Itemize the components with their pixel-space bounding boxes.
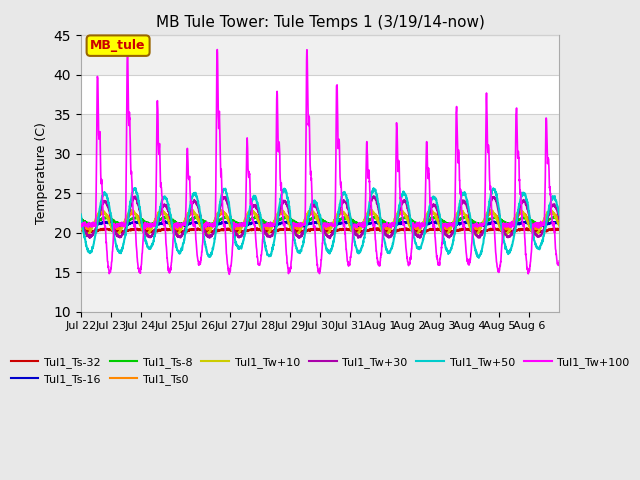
Y-axis label: Temperature (C): Temperature (C) [35,122,48,225]
Bar [81,272,559,312]
Legend: Tul1_Ts-32, Tul1_Ts-16, Tul1_Ts-8, Tul1_Ts0, Tul1_Tw+10, Tul1_Tw+30, Tul1_Tw+50,: Tul1_Ts-32, Tul1_Ts-16, Tul1_Ts-8, Tul1_… [6,353,634,389]
Text: MB_tule: MB_tule [90,39,146,52]
Bar [81,193,559,233]
Bar [81,36,559,75]
Bar [81,75,559,114]
Bar [81,154,559,193]
Bar [81,233,559,272]
Title: MB Tule Tower: Tule Temps 1 (3/19/14-now): MB Tule Tower: Tule Temps 1 (3/19/14-now… [156,15,484,30]
Bar [81,114,559,154]
